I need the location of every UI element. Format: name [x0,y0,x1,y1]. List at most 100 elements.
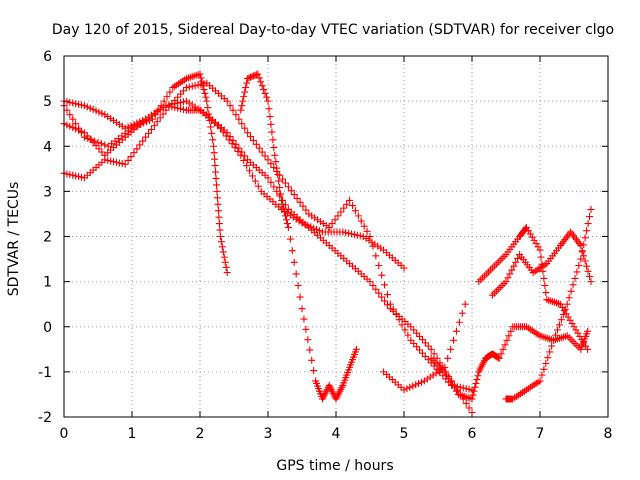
data-point [240,93,248,101]
data-point [234,147,242,155]
data-point [247,133,255,141]
data-point [249,136,257,144]
data-point [174,93,182,101]
data-point [179,106,187,114]
y-tick-label: 4 [43,139,52,155]
data-point [118,160,126,168]
data-point [258,82,266,90]
data-point [63,106,71,114]
data-point [154,106,162,114]
data-point [63,121,71,129]
data-point [398,321,406,329]
data-point [459,384,467,392]
data-point [249,72,257,80]
data-point [255,144,263,152]
data-point [229,136,237,144]
data-point [261,152,269,160]
data-point [424,342,432,350]
data-point [400,264,408,272]
data-point [69,171,77,179]
data-point [69,99,77,107]
data-point [395,316,403,324]
data-point [494,354,502,362]
data-point [538,371,546,379]
data-point [573,268,581,276]
data-point [196,70,204,78]
data-point [455,318,463,326]
data-point [502,278,510,286]
data-point [417,378,425,386]
data-point [352,345,360,353]
data-point [157,102,165,110]
series-track-f [380,300,469,394]
data-point [269,136,277,144]
data-point [238,148,246,156]
data-point [275,177,283,185]
data-point [211,162,219,170]
data-point [282,216,290,224]
data-point [194,81,202,89]
x-tick-label: 5 [400,426,409,442]
data-point [263,93,271,101]
data-point [165,103,173,111]
data-point [409,382,417,390]
data-point [235,115,243,123]
series-track-j [488,228,595,299]
data-point [546,348,554,356]
data-point [244,129,252,137]
x-tick-label: 7 [536,426,545,442]
data-point [273,187,281,195]
data-point [495,354,503,362]
data-point [66,122,74,130]
data-point [372,252,380,260]
data-point [226,102,234,110]
data-point [452,327,460,335]
data-point [241,124,249,132]
data-point [536,377,544,385]
data-point [577,255,585,263]
data-point [212,174,220,182]
data-point [369,281,377,289]
data-point [77,129,85,137]
data-point [91,137,99,145]
data-point [86,104,94,112]
data-point [540,274,548,282]
data-point [107,157,115,165]
data-point [401,326,409,334]
data-point [337,208,345,216]
data-point [501,341,509,349]
data-point [340,204,348,212]
data-point [427,345,435,353]
data-point [563,300,571,308]
data-point [148,115,156,123]
data-point [462,385,470,393]
data-point [575,262,583,270]
data-point [342,229,350,237]
data-point [580,241,588,249]
data-point [510,262,518,270]
data-point [143,118,151,126]
data-point [267,120,275,128]
data-point [247,73,255,81]
data-point [583,227,591,235]
data-point [241,88,249,96]
data-point [389,305,397,313]
data-point [219,248,227,256]
data-point [304,336,312,344]
data-point [151,111,159,119]
data-point [185,83,193,91]
data-point [400,386,408,394]
data-point [584,345,592,353]
x-tick-label: 8 [604,426,613,442]
data-point [383,291,391,299]
data-point [215,220,223,228]
data-point [270,144,278,152]
data-point [210,149,218,157]
data-point [202,93,210,101]
data-point [287,187,295,195]
data-point [284,223,292,231]
data-point [552,331,560,339]
data-point [213,194,221,202]
data-point [153,118,161,126]
x-tick-labels: 0 1 2 3 4 5 6 7 8 [60,426,613,442]
